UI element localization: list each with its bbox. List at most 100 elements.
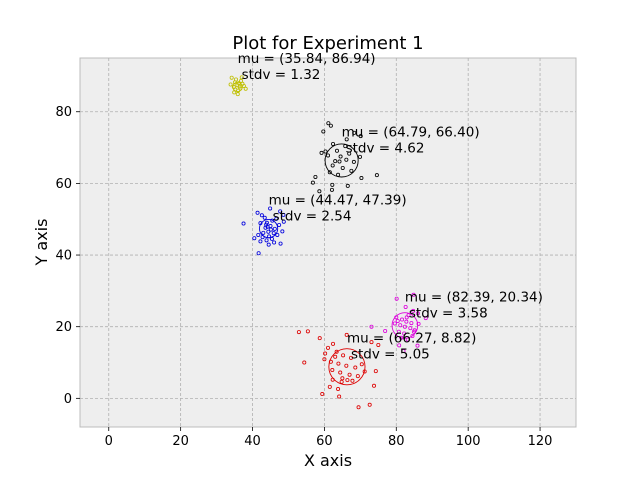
scatter-point [340,376,345,381]
y-tick-label: 60 [55,177,72,192]
scatter-point [330,182,335,187]
annotations: mu = (35.84, 86.94)stdv = 1.32 mu = (64.7… [238,51,543,363]
scatter-point [323,351,328,356]
scatter-point [352,130,357,135]
scatter-point [237,84,242,89]
scatter-point [369,324,374,329]
mu-annotation: mu = (44.47, 47.39) [269,193,407,209]
scatter-point [325,153,330,158]
scatter-point [376,342,381,347]
scatter-point [268,227,273,232]
scatter-point [355,374,360,379]
scatter-point [255,210,260,215]
scatter-point [317,336,322,341]
scatter-point [344,157,349,162]
scatter-point [350,378,355,383]
scatter-point [233,77,238,82]
chart-title: Plot for Experiment 1 [232,33,423,54]
mu-annotation: mu = (64.79, 66.40) [342,124,480,140]
plot-area [79,57,577,428]
scatter-point [239,78,244,83]
scatter-point [415,343,420,348]
scatter-point [305,329,310,334]
scatter-point [411,292,416,297]
scatter-point [261,230,266,235]
scatter-point [330,163,335,168]
stdv-circle [232,81,243,93]
scatter-point [271,231,276,236]
scatter-point [345,378,350,383]
scatter-point [337,159,342,164]
scatter-point [359,362,364,367]
scatter-point [397,343,402,348]
scatter-point [229,75,234,80]
scatter-point [409,321,414,326]
scatter-point [280,229,285,234]
scatter-point [394,296,399,301]
scatter-point [326,121,331,126]
y-axis-label: Y axis [32,219,51,267]
scatter-point [264,238,269,243]
scatter-point [259,213,264,218]
scatter-point [356,405,361,410]
scatter-point [411,308,416,313]
scatter-point [400,317,405,322]
stdv-annotation: stdv = 3.58 [409,305,488,321]
scatter-point [252,236,257,241]
x-tick-label: 20 [172,434,189,449]
scatter-point [328,123,333,128]
scatter-point [344,332,349,337]
scatter-point [341,353,346,358]
x-tick-label: 0 [105,434,113,449]
scatter-point [367,402,372,407]
scatter-point [256,232,261,237]
mu-annotation: mu = (66.27, 8.82) [347,331,476,347]
scatter-point [345,183,350,188]
scatter-point [359,176,364,181]
scatter-point [319,150,324,155]
scatter-point [321,129,326,134]
scatter-point [334,349,339,354]
scatter-point [275,232,280,237]
scatter-point [395,318,400,323]
scatter-point [340,165,345,170]
scatter-point [358,134,363,139]
scatter-point [349,168,354,173]
x-tick-label: 120 [528,434,553,449]
scatter-point [338,370,343,375]
y-tick-label: 20 [55,320,72,335]
scatter-point [330,368,335,373]
scatter-point [235,92,240,97]
scatter-point [331,341,336,346]
scatter-point [373,369,378,374]
scatter-point [264,222,269,227]
y-tick-label: 40 [55,249,72,264]
scatter-point [310,180,315,185]
scatter-point [392,321,397,326]
stdv-circle [259,219,279,239]
stdv-circle [391,312,419,339]
scatter-point [353,365,358,370]
scatter-point [296,330,301,335]
scatter-point [351,159,356,164]
scatter-point [317,189,322,194]
scatter-point [331,141,336,146]
stdv-circle [324,143,359,178]
mu-annotation: mu = (35.84, 86.94) [238,51,376,67]
scatter-point [272,226,277,231]
scatter-point [423,316,428,321]
scatter-point [258,239,263,244]
scatter-point [416,321,421,326]
scatter-point [374,173,379,178]
scatter-point [320,392,325,397]
scatter-point [336,387,341,392]
scatter-point [339,379,344,384]
scatter-point [256,251,261,256]
y-tick-label: 0 [64,392,72,407]
data-points [228,75,428,410]
scatter-point [323,149,328,154]
scatter-point [322,357,327,362]
scatter-point [410,334,415,339]
scatter-point [369,340,374,345]
